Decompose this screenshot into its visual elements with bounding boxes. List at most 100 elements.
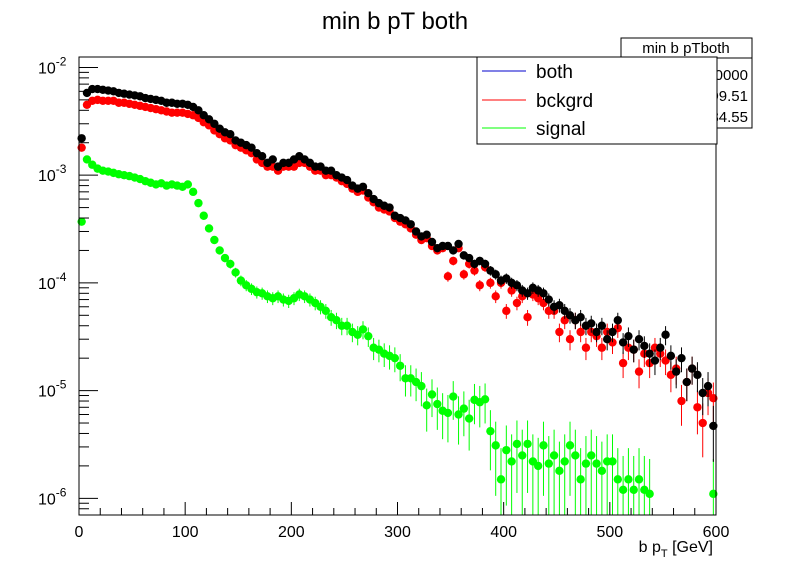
data-point bbox=[433, 399, 442, 409]
y-tick-label: 10-3 bbox=[38, 162, 67, 185]
x-axis-label: b pT [GeV] bbox=[639, 539, 713, 560]
data-point bbox=[533, 461, 543, 471]
axis-ticks bbox=[78, 66, 717, 516]
data-point bbox=[220, 253, 230, 263]
data-point bbox=[677, 353, 686, 363]
data-point bbox=[502, 445, 511, 455]
x-tick-label: 100 bbox=[172, 524, 199, 541]
x-tick-label: 200 bbox=[278, 524, 305, 541]
x-tick-label: 300 bbox=[384, 524, 411, 541]
data-point bbox=[682, 377, 692, 387]
data-point bbox=[358, 325, 368, 334]
data-point bbox=[486, 426, 495, 436]
data-point bbox=[544, 295, 553, 304]
data-point bbox=[459, 404, 469, 413]
data-point bbox=[698, 388, 707, 398]
x-tick-label: 500 bbox=[596, 524, 623, 541]
y-tick-labels: 10-2 10-3 10-4 10-5 10-6 bbox=[38, 54, 67, 508]
data-point bbox=[581, 343, 591, 352]
data-point bbox=[406, 220, 415, 229]
data-point bbox=[618, 338, 628, 347]
legend-entry-bckgrd: bckgrd bbox=[482, 91, 593, 112]
data-point bbox=[634, 335, 644, 344]
data-point bbox=[454, 410, 463, 419]
data-point bbox=[613, 475, 622, 484]
data-point bbox=[449, 246, 458, 255]
series-both bbox=[77, 84, 718, 462]
data-point bbox=[268, 155, 277, 164]
data-point bbox=[693, 370, 702, 380]
x-tick-labels: 0 100 200 300 400 500 600 bbox=[75, 524, 730, 541]
x-tick-label: 400 bbox=[490, 524, 517, 541]
data-point bbox=[422, 401, 431, 410]
data-point bbox=[576, 327, 585, 337]
data-point bbox=[576, 313, 585, 322]
data-point bbox=[364, 188, 373, 198]
data-point bbox=[491, 292, 500, 301]
data-point bbox=[645, 489, 654, 499]
data-point bbox=[199, 211, 208, 220]
data-point bbox=[480, 259, 490, 269]
data-point bbox=[618, 358, 628, 368]
data-point bbox=[698, 418, 707, 428]
data-point bbox=[385, 203, 394, 212]
data-point bbox=[353, 330, 362, 339]
x-tick-label: 0 bbox=[75, 524, 84, 541]
stats-stddev-value: 84.55 bbox=[710, 109, 748, 126]
data-point bbox=[226, 130, 235, 139]
stats-box-title: min b pTboth bbox=[642, 40, 730, 57]
data-point bbox=[709, 489, 718, 499]
data-point bbox=[518, 451, 527, 460]
data-point bbox=[507, 286, 516, 295]
data-point bbox=[560, 457, 569, 466]
data-point bbox=[443, 408, 453, 418]
data-point bbox=[480, 395, 490, 404]
data-point bbox=[687, 364, 697, 373]
data-point bbox=[565, 311, 575, 320]
data-point bbox=[523, 289, 532, 298]
data-point bbox=[555, 466, 564, 476]
data-point bbox=[449, 392, 458, 401]
data-point bbox=[411, 227, 421, 236]
data-point bbox=[464, 253, 474, 263]
data-point bbox=[549, 451, 559, 460]
data-point bbox=[358, 182, 368, 191]
data-point bbox=[491, 270, 500, 279]
data-point bbox=[640, 341, 649, 351]
data-point bbox=[565, 441, 575, 450]
data-point bbox=[523, 313, 532, 322]
data-point bbox=[77, 134, 86, 143]
data-point bbox=[502, 306, 511, 316]
data-point bbox=[454, 239, 463, 249]
data-point bbox=[693, 403, 702, 412]
data-point bbox=[576, 475, 585, 484]
data-point bbox=[661, 330, 670, 339]
y-tick-label: 10-4 bbox=[38, 270, 67, 293]
data-point bbox=[188, 187, 198, 197]
data-point bbox=[77, 217, 86, 226]
data-point bbox=[321, 306, 331, 316]
data-point bbox=[491, 441, 500, 450]
data-point bbox=[82, 155, 92, 164]
data-point bbox=[666, 351, 676, 361]
data-point bbox=[581, 459, 591, 468]
data-layer bbox=[77, 84, 718, 515]
data-point bbox=[592, 459, 601, 468]
data-point bbox=[449, 256, 458, 266]
data-point bbox=[597, 321, 607, 330]
legend-label-both: both bbox=[536, 62, 573, 83]
data-point bbox=[555, 301, 564, 310]
data-point bbox=[459, 270, 469, 279]
data-point bbox=[650, 356, 660, 365]
data-point bbox=[624, 331, 633, 341]
data-point bbox=[364, 331, 373, 341]
data-point bbox=[342, 321, 352, 330]
y-tick-label: 10-2 bbox=[38, 54, 67, 77]
data-point bbox=[629, 345, 638, 354]
data-point bbox=[231, 268, 240, 277]
data-point bbox=[342, 175, 352, 185]
data-point bbox=[210, 235, 219, 245]
data-point bbox=[608, 327, 617, 337]
data-point bbox=[645, 349, 654, 358]
data-point bbox=[247, 143, 256, 152]
